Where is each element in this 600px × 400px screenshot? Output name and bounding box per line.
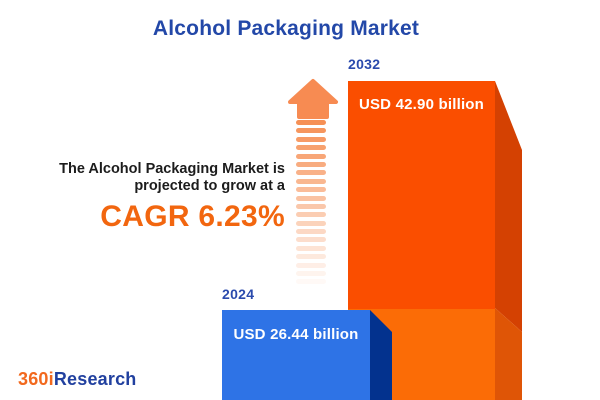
bar-2032-front-top-segment — [348, 81, 495, 309]
arrow-dash-trail — [296, 120, 326, 288]
year-label-2032: 2032 — [348, 56, 381, 72]
arrow-dash — [296, 136, 326, 142]
growth-arrow-icon — [288, 79, 338, 119]
intro-line-2: projected to grow at a — [134, 178, 285, 194]
arrow-dash — [296, 153, 326, 159]
arrow-dash — [296, 187, 326, 193]
arrow-dash — [296, 262, 326, 268]
arrow-dash — [296, 237, 326, 243]
arrow-dash — [296, 170, 326, 176]
bar-2032-side-bottom-face — [495, 308, 522, 400]
year-label-2024: 2024 — [222, 286, 255, 302]
brand-logo: 360iResearch — [18, 369, 137, 390]
bar-2032-side-top-face — [495, 81, 522, 332]
bar-2024-front-face — [222, 310, 370, 400]
arrow-dash — [296, 145, 326, 151]
bar-2024-side-face — [370, 310, 392, 400]
page-title: Alcohol Packaging Market — [152, 17, 420, 40]
arrow-dash — [296, 220, 326, 226]
logo-part-360i: 360i — [18, 369, 54, 389]
intro-text: The Alcohol Packaging Market is projecte… — [0, 161, 285, 195]
intro-line-1: The Alcohol Packaging Market is — [59, 161, 285, 177]
arrow-dash — [296, 178, 326, 184]
bar-value-2024: USD 26.44 billion — [233, 326, 359, 343]
bar-value-2032: USD 42.90 billion — [358, 96, 485, 113]
arrow-dash — [296, 212, 326, 218]
arrow-dash — [296, 120, 326, 125]
arrow-dash — [296, 195, 326, 201]
arrow-dash — [296, 271, 326, 277]
arrow-dash — [296, 203, 326, 209]
arrow-dash — [296, 229, 326, 235]
arrow-dash — [296, 161, 326, 167]
arrow-dash — [296, 128, 326, 134]
arrow-dash — [296, 254, 326, 260]
arrow-dash — [296, 279, 326, 285]
arrow-dash — [296, 245, 326, 251]
logo-part-research: Research — [53, 369, 137, 389]
cagr-value: CAGR 6.23% — [100, 200, 285, 233]
arrow-up-icon — [288, 79, 338, 119]
